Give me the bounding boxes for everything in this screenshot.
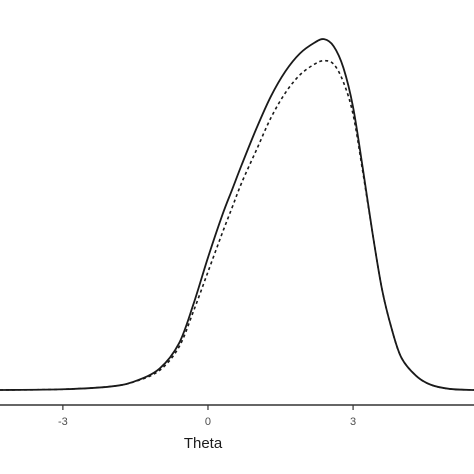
x-tick-label-2: 3 bbox=[350, 416, 356, 428]
x-tick-label-1: 0 bbox=[205, 416, 211, 428]
series-layer bbox=[0, 38, 474, 391]
density-line-dashed bbox=[0, 59, 474, 391]
density-line-solid bbox=[0, 38, 474, 391]
x-axis-title: Theta bbox=[184, 435, 223, 452]
x-axis-ticks: -3 0 3 bbox=[58, 405, 356, 428]
x-tick-label-0: -3 bbox=[58, 416, 68, 428]
